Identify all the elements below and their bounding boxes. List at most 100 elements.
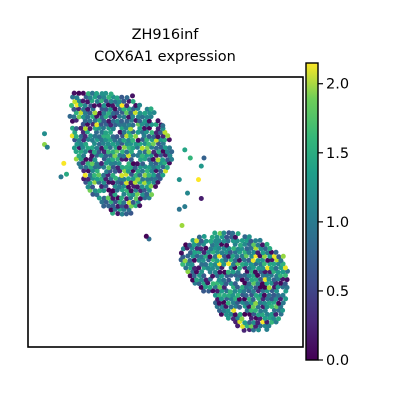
scatter-point: [164, 165, 170, 170]
scatter-point: [83, 164, 89, 170]
scatter-point: [219, 296, 224, 302]
scatter-point: [123, 203, 129, 209]
scatter-point: [269, 304, 275, 309]
scatter-point: [124, 133, 130, 139]
scatter-point: [117, 129, 123, 135]
scatter-point: [103, 176, 109, 182]
scatter-point: [80, 114, 86, 120]
scatter-point: [148, 161, 154, 167]
scatter-point: [149, 168, 155, 174]
scatter-point: [269, 265, 275, 271]
scatter-point: [188, 250, 193, 256]
scatter-point: [99, 91, 105, 97]
scatter-point: [110, 149, 116, 155]
scatter-point: [228, 234, 234, 240]
scatter-point: [262, 300, 268, 306]
scatter-point: [128, 157, 134, 163]
scatter-point: [115, 203, 121, 209]
scatter-point: [106, 179, 112, 185]
scatter-point: [235, 231, 241, 237]
scatter-point: [210, 281, 216, 287]
scatter-point: [124, 118, 130, 124]
scatter-point: [266, 323, 272, 329]
scatter-point: [239, 316, 245, 322]
scatter-point: [183, 242, 189, 248]
scatter-point: [266, 285, 272, 291]
scatter-point: [255, 304, 261, 310]
scatter-point: [208, 238, 214, 244]
scatter-point: [96, 149, 102, 155]
scatter-point: [234, 254, 240, 259]
scatter-point: [78, 125, 84, 131]
scatter-point: [216, 292, 222, 298]
scatter-point: [126, 161, 132, 167]
scatter-point: [284, 285, 290, 290]
scatter-point: [207, 269, 213, 275]
scatter-point: [208, 246, 214, 252]
scatter-point: [126, 176, 131, 182]
scatter-point: [92, 157, 98, 163]
scatter-point: [251, 289, 256, 294]
scatter-point: [87, 180, 93, 186]
scatter-point: [101, 125, 106, 131]
scatter-point: [117, 114, 122, 119]
scatter-point: [247, 320, 252, 325]
scatter-point: [121, 176, 127, 182]
scatter-point: [176, 177, 182, 183]
scatter-point: [160, 164, 166, 170]
scatter-point: [149, 130, 155, 136]
scatter-point: [124, 149, 130, 155]
scatter-point: [242, 234, 248, 240]
scatter-point: [216, 300, 222, 306]
scatter-point: [106, 157, 112, 163]
scatter-point: [139, 184, 145, 190]
colorbar-tick-label: 1.5: [326, 146, 349, 162]
scatter-point: [126, 114, 132, 120]
scatter-point: [133, 196, 139, 202]
scatter-point: [135, 176, 141, 182]
scatter-point: [158, 144, 164, 150]
scatter-point: [135, 184, 140, 190]
scatter-point: [269, 296, 275, 302]
scatter-point: [237, 265, 242, 271]
scatter-point: [182, 258, 188, 264]
scatter-point: [85, 176, 91, 182]
scatter-point: [94, 145, 100, 151]
scatter-point: [230, 230, 236, 236]
scatter-point: [97, 188, 103, 194]
scatter-point: [151, 149, 157, 155]
scatter-point: [232, 281, 238, 287]
scatter-point: [114, 134, 120, 140]
chart-title: ZH916inf: [132, 27, 200, 43]
scatter-point: [257, 237, 263, 243]
scatter-point: [198, 163, 204, 169]
scatter-point: [110, 195, 116, 201]
scatter-point: [224, 249, 230, 255]
scatter-point: [225, 238, 231, 244]
scatter-point: [198, 284, 204, 290]
scatter-point: [85, 114, 91, 120]
scatter-point: [207, 254, 213, 260]
scatter-point: [137, 110, 143, 116]
scatter-point: [87, 118, 93, 124]
scatter-point: [205, 265, 211, 271]
scatter-point: [76, 153, 82, 159]
scatter-point: [169, 149, 175, 155]
scatter-point: [160, 123, 166, 129]
scatter-point: [101, 164, 107, 170]
scatter-point: [221, 277, 227, 283]
scatter-point: [121, 137, 127, 143]
scatter-point: [101, 94, 107, 100]
scatter-point: [101, 103, 107, 108]
scatter-point: [248, 315, 254, 321]
scatter-point: [266, 276, 272, 282]
scatter-point: [103, 106, 109, 112]
scatter-point: [137, 203, 143, 209]
scatter-point: [119, 102, 125, 108]
scatter-point: [276, 300, 282, 306]
scatter-point: [92, 133, 98, 139]
scatter-point: [231, 307, 237, 313]
scatter-point: [74, 141, 80, 147]
scatter-point: [224, 234, 230, 240]
scatter-point: [230, 316, 236, 322]
